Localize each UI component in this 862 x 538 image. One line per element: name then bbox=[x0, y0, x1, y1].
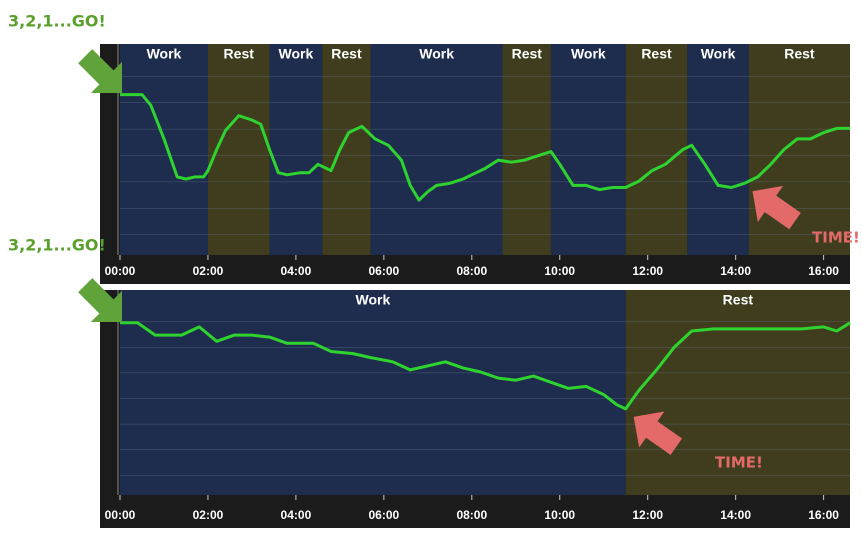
x-tick-label: 04:00 bbox=[281, 508, 312, 522]
phase-label: Work bbox=[279, 46, 314, 62]
phase-label: Rest bbox=[512, 46, 543, 62]
phase-band bbox=[120, 290, 626, 495]
go-arrow-shape bbox=[78, 49, 122, 93]
x-tick-label: 10:00 bbox=[544, 264, 575, 278]
x-tick-label: 14:00 bbox=[720, 264, 751, 278]
time-annotation: TIME! bbox=[812, 229, 860, 247]
x-tick-label: 06:00 bbox=[369, 508, 400, 522]
phase-label: Work bbox=[701, 46, 736, 62]
x-tick-label: 16:00 bbox=[808, 264, 839, 278]
go-annotation: 3,2,1...GO! bbox=[8, 12, 106, 31]
x-tick-label: 08:00 bbox=[456, 508, 487, 522]
x-tick-label: 02:00 bbox=[193, 264, 224, 278]
phase-band bbox=[120, 44, 208, 255]
go-annotation: 3,2,1...GO! bbox=[8, 236, 106, 255]
phase-band bbox=[550, 44, 626, 255]
time-arrow-shape bbox=[633, 411, 683, 455]
data-line bbox=[120, 321, 851, 411]
phase-band bbox=[322, 44, 371, 255]
phase-label: Rest bbox=[784, 46, 815, 62]
x-tick-label: 08:00 bbox=[456, 264, 487, 278]
phase-label: Work bbox=[419, 46, 454, 62]
phase-label: Rest bbox=[224, 46, 255, 62]
phase-band bbox=[625, 290, 850, 495]
x-tick-label: 00:00 bbox=[105, 508, 136, 522]
go-arrow-shape bbox=[78, 278, 122, 322]
go-arrow bbox=[78, 49, 122, 93]
time-annotation: TIME! bbox=[715, 454, 763, 472]
phase-label: Rest bbox=[641, 46, 672, 62]
phase-band bbox=[502, 44, 551, 255]
x-tick-label: 02:00 bbox=[193, 508, 224, 522]
time-arrow bbox=[633, 411, 683, 455]
phase-label: Work bbox=[571, 46, 606, 62]
time-arrow-shape bbox=[752, 185, 801, 230]
phase-band bbox=[687, 44, 749, 255]
phase-label: Rest bbox=[331, 46, 362, 62]
go-arrow bbox=[78, 278, 122, 322]
x-tick-label: 12:00 bbox=[632, 264, 663, 278]
data-line bbox=[120, 93, 850, 202]
phase-label: Work bbox=[147, 46, 182, 62]
x-tick-label: 00:00 bbox=[105, 264, 136, 278]
x-tick-label: 14:00 bbox=[720, 508, 751, 522]
phase-label: Rest bbox=[723, 292, 754, 308]
phase-band bbox=[269, 44, 323, 255]
time-arrow bbox=[752, 185, 801, 230]
x-tick-label: 10:00 bbox=[544, 508, 575, 522]
x-tick-label: 16:00 bbox=[808, 508, 839, 522]
phase-band bbox=[748, 44, 850, 255]
x-tick-label: 12:00 bbox=[632, 508, 663, 522]
x-tick-label: 06:00 bbox=[369, 264, 400, 278]
x-tick-label: 04:00 bbox=[281, 264, 312, 278]
phase-band bbox=[625, 44, 688, 255]
phase-label: Work bbox=[355, 292, 390, 308]
